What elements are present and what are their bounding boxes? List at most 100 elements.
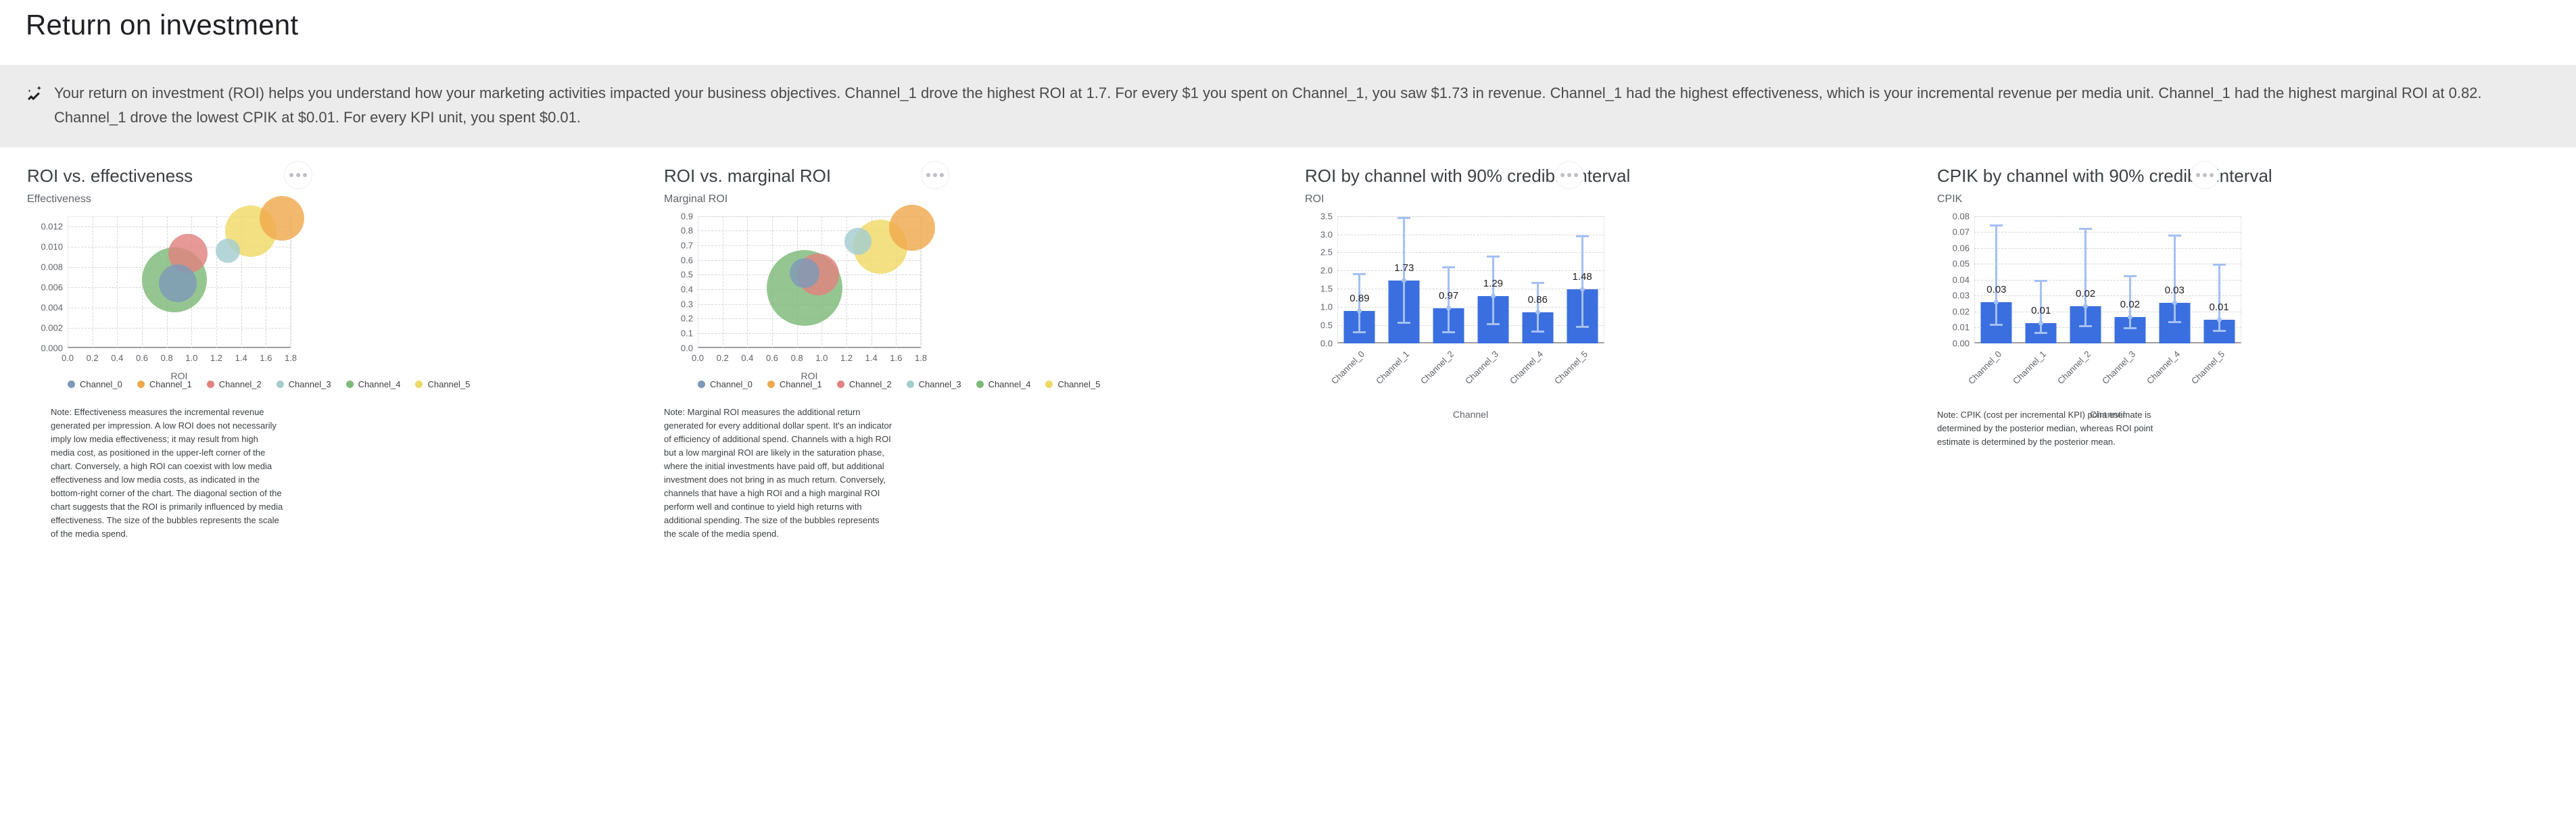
gridline <box>1974 216 2241 217</box>
card-header: ROI by channel with 90% credible interva… <box>1305 161 1927 206</box>
y-axis-tick-label: 0.08 <box>1952 211 1970 222</box>
more-options-button[interactable] <box>2191 161 2219 190</box>
gridline <box>921 216 922 348</box>
dot-icon <box>289 173 293 178</box>
legend-swatch-icon <box>206 380 214 388</box>
scatter-bubble-channel_0[interactable] <box>159 264 197 302</box>
y-axis-tick-label: 0.8 <box>680 225 693 236</box>
chart-legend: Channel_0 Channel_1 Channel_2 Channel_3 Chan… <box>664 379 1298 389</box>
gridline <box>1337 306 1604 308</box>
point-estimate-marker <box>1402 278 1407 283</box>
point-estimate-marker <box>2172 300 2177 306</box>
gridline <box>747 216 748 348</box>
gridline <box>896 216 897 348</box>
bar-group-channel_5[interactable]: 1.48 Channel_5 <box>1552 216 1598 386</box>
y-axis-tick-label: 0.5 <box>680 269 693 280</box>
chart-card-roi-by-channel: ROI by channel with 90% credible interva… <box>1298 161 1927 541</box>
x-axis-tick-label: 0.0 <box>61 352 74 363</box>
credible-interval-line <box>1448 268 1450 333</box>
credible-interval-cap <box>1398 217 1411 219</box>
scatter-bubble-channel_3[interactable] <box>844 227 872 255</box>
credible-interval-cap <box>2168 321 2181 324</box>
dot-icon <box>2196 173 2200 178</box>
credible-interval-line <box>1995 226 1998 326</box>
legend-item-channel_1[interactable]: Channel_1 <box>767 379 822 389</box>
chart-card-cpik-by-channel: CPIK by channel with 90% credible interv… <box>1927 161 2569 541</box>
credible-interval-line <box>2084 229 2087 327</box>
legend-label: Channel_1 <box>779 379 822 389</box>
credible-interval-cap <box>2212 329 2226 332</box>
dot-icon <box>1560 173 1565 178</box>
bar-value-label: 1.29 <box>1483 278 1504 290</box>
legend-item-channel_3[interactable]: Channel_3 <box>276 379 331 389</box>
legend-item-channel_5[interactable]: Channel_5 <box>1045 379 1100 389</box>
card-header: CPIK by channel with 90% credible interv… <box>1937 161 2569 206</box>
legend-item-channel_0[interactable]: Channel_0 <box>68 379 122 389</box>
gridline <box>1337 270 1604 272</box>
bar-group-channel_2[interactable]: 0.02 Channel_2 <box>2055 216 2101 386</box>
x-axis-tick-label: 0.2 <box>86 352 99 363</box>
y-axis-tick-label: 0.05 <box>1952 258 1970 269</box>
gridline <box>698 245 921 247</box>
scatter-plot-marginal-roi: 0.0 0.1 0.2 0.3 0.4 0.5 0.6 0.7 0.8 0.9 0.0 0.2 0.4 0… <box>664 205 1298 381</box>
legend-swatch-icon <box>906 380 914 388</box>
credible-interval-cap <box>1398 322 1411 324</box>
legend-item-channel_4[interactable]: Channel_4 <box>345 379 400 389</box>
legend-swatch-icon <box>698 380 705 388</box>
more-options-button[interactable] <box>284 161 312 190</box>
x-axis-tick-label: Channel_4 <box>2144 348 2182 386</box>
chart-axis-caption: CPIK <box>1937 193 1963 205</box>
point-estimate-marker <box>2127 314 2132 320</box>
chart-title: CPIK by channel with 90% credible interv… <box>1937 166 2272 187</box>
bar-group-channel_0[interactable]: 0.89 Channel_0 <box>1329 216 1375 386</box>
legend-swatch-icon <box>345 380 354 388</box>
card-header: ROI vs. effectiveness Effectiveness <box>27 161 649 206</box>
insight-sparkle-icon <box>20 81 50 104</box>
more-options-button[interactable] <box>1555 161 1583 190</box>
bar-group-channel_0[interactable]: 0.03 Channel_0 <box>1966 216 2012 386</box>
legend-item-channel_2[interactable]: Channel_2 <box>836 379 892 389</box>
scatter-bubble-channel_1[interactable] <box>260 195 305 241</box>
x-axis-tick-label: Channel_2 <box>1418 348 1456 386</box>
bar-group-channel_5[interactable]: 0.01 Channel_5 <box>2189 216 2235 386</box>
charts-row: ROI vs. effectiveness Effectiveness 0.00… <box>0 147 2576 541</box>
chart-title: ROI vs. marginal ROI <box>664 166 832 187</box>
bar-group-channel_4[interactable]: 0.03 Channel_4 <box>2145 216 2191 386</box>
scatter-bubble-channel_3[interactable] <box>215 238 240 263</box>
legend-label: Channel_5 <box>1057 379 1101 389</box>
scatter-bubble-channel_0[interactable] <box>789 258 819 289</box>
gridline <box>1337 252 1604 253</box>
bar-group-channel_3[interactable]: 1.29 Channel_3 <box>1463 216 1509 386</box>
legend-item-channel_4[interactable]: Channel_4 <box>976 379 1031 389</box>
dot-icon <box>940 173 944 178</box>
dot-icon <box>1574 173 1578 178</box>
legend-item-channel_5[interactable]: Channel_5 <box>415 379 470 389</box>
point-estimate-marker <box>1535 310 1540 314</box>
legend-item-channel_3[interactable]: Channel_3 <box>906 379 961 389</box>
more-options-button[interactable] <box>921 161 949 190</box>
scatter-bubble-channel_1[interactable] <box>889 205 936 251</box>
x-axis-tick-label: Channel_0 <box>1329 348 1367 386</box>
legend-item-channel_0[interactable]: Channel_0 <box>698 379 753 389</box>
y-axis-tick-label: 0.06 <box>1952 243 1970 253</box>
bar-value-label: 0.02 <box>2075 287 2096 299</box>
chart-note: Note: Marginal ROI measures the addition… <box>664 406 892 539</box>
y-axis-tick-label: 0.008 <box>41 262 63 272</box>
point-estimate-marker <box>1357 308 1362 314</box>
point-estimate-marker <box>2083 304 2089 309</box>
x-axis-tick-label: 1.6 <box>890 352 903 363</box>
bar-group-channel_4[interactable]: 0.86 Channel_4 <box>1508 216 1554 386</box>
credible-interval-cap <box>2168 235 2181 237</box>
legend-label: Channel_4 <box>988 379 1031 389</box>
bar-group-channel_2[interactable]: 0.97 Channel_2 <box>1418 216 1464 386</box>
legend-label: Channel_5 <box>427 379 471 389</box>
gridline <box>216 216 217 348</box>
bar-value-label: 0.01 <box>2209 301 2229 313</box>
legend-item-channel_1[interactable]: Channel_1 <box>137 379 192 389</box>
point-estimate-marker <box>1994 299 1999 305</box>
y-axis-tick-label: 0.002 <box>41 322 63 333</box>
legend-item-channel_2[interactable]: Channel_2 <box>206 379 262 389</box>
legend-label: Channel_3 <box>918 379 961 389</box>
bar-value-label: 0.89 <box>1350 292 1370 304</box>
credible-interval-line <box>1581 237 1583 329</box>
